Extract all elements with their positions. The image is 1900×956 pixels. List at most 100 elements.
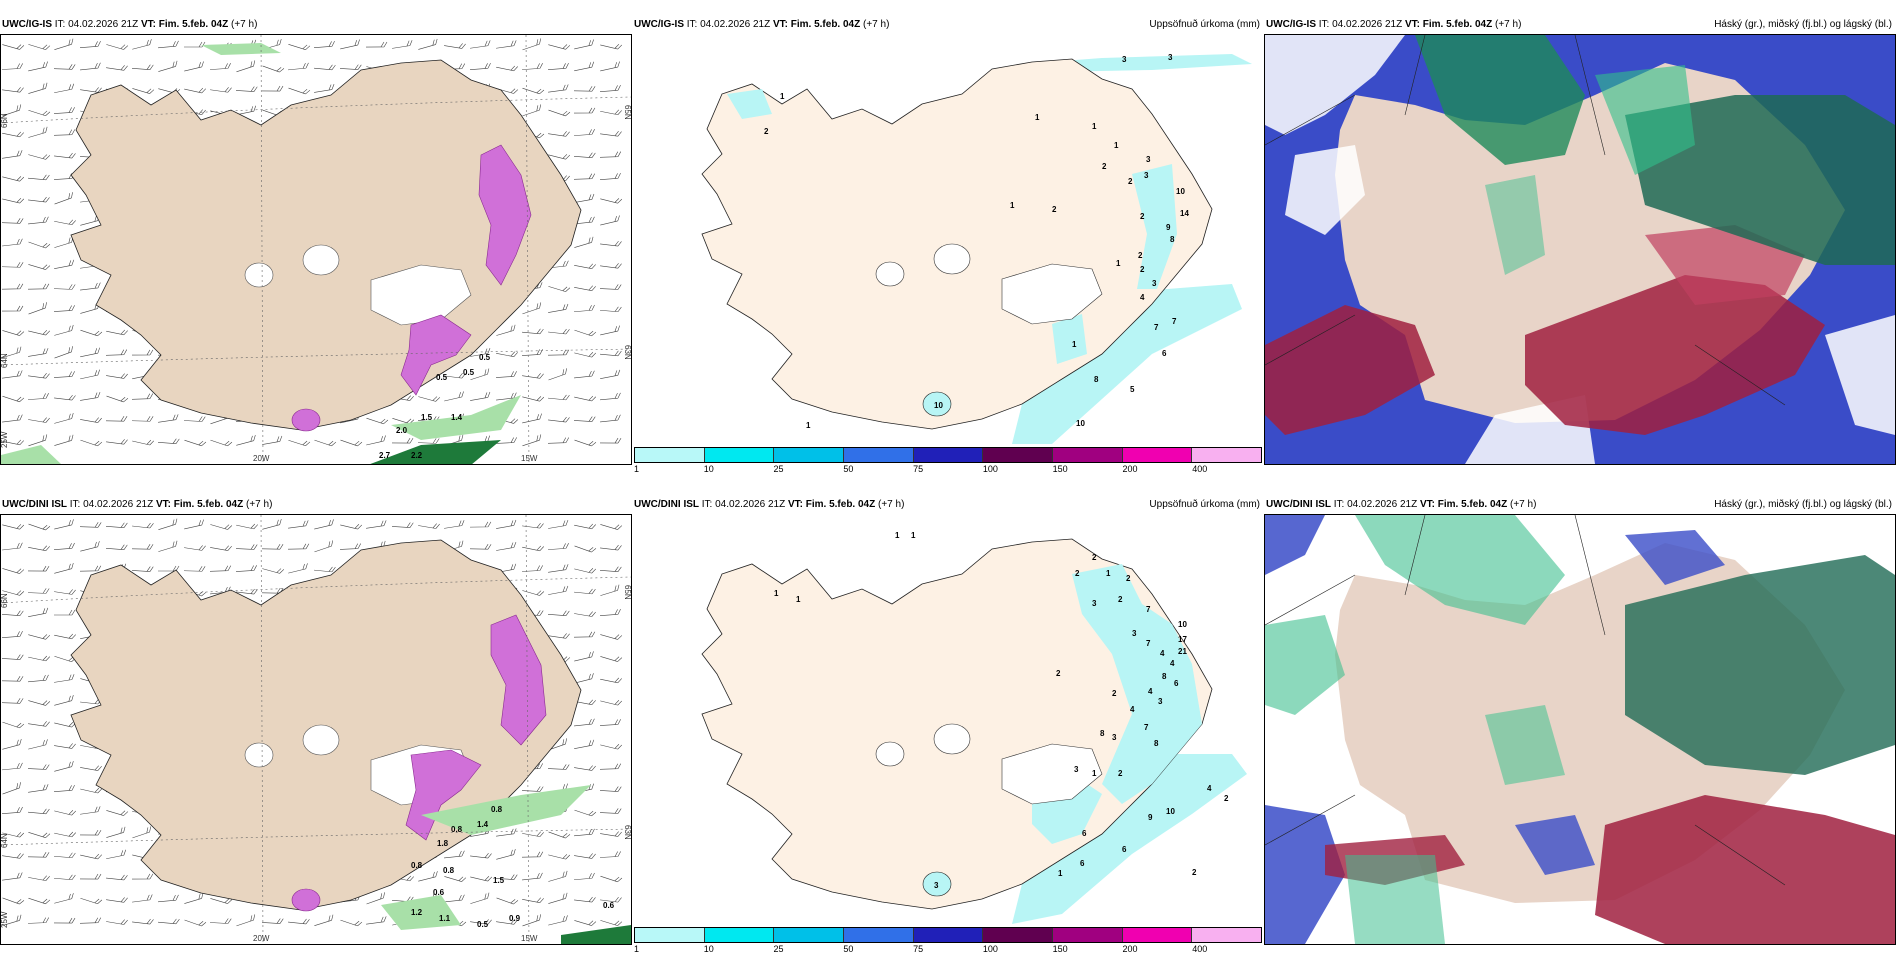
wind-barb [548, 915, 568, 926]
cloud-high-green [1595, 65, 1695, 175]
value-label: 2 [1140, 212, 1145, 221]
wind-barb [80, 347, 101, 358]
value-label: 1 [774, 589, 779, 598]
it-label: IT: [69, 499, 81, 510]
wind-barb [28, 634, 51, 640]
wind-barb [1, 218, 24, 224]
value-label: 14 [1180, 209, 1189, 218]
vt-label: VT: [140, 19, 156, 30]
wind-barb [418, 871, 438, 882]
wind-barb [2, 87, 24, 93]
wind-barb [288, 563, 308, 574]
wind-barb [548, 154, 571, 160]
wind-map: 66N 65N 64N 63N 25W 20W 15W 0.8 1.4 0.8 … [1, 515, 631, 944]
wind-barb [2, 610, 24, 616]
value-label: 1 [911, 531, 916, 540]
wind-barb [262, 435, 283, 445]
value-label: 1.5 [421, 413, 433, 422]
wind-barb [288, 87, 311, 95]
wind-barb [314, 566, 336, 573]
wind-barb [2, 370, 23, 379]
wind-barb [599, 437, 622, 444]
wind-barb [236, 588, 258, 595]
value-label: 1 [780, 92, 785, 101]
panel-title: UWC/DINI ISL IT: 04.02.2026 21Z VT: Fim.… [1266, 499, 1536, 510]
wind-barb [574, 872, 595, 881]
axis-label: 15W [521, 934, 538, 943]
wind-barb [522, 373, 544, 379]
axis-label: 25W [1, 431, 9, 448]
panel-title: UWC/DINI ISL IT: 04.02.2026 21Z VT: Fim.… [2, 499, 272, 510]
wind-barb [599, 719, 621, 726]
value-label: 6 [1122, 845, 1127, 854]
value-label: 2 [1224, 794, 1229, 803]
axis-label: 20W [253, 454, 270, 463]
colorbar-tick-label: 1 [634, 464, 640, 474]
value-label: 2 [1192, 868, 1197, 877]
wind-barb [314, 84, 335, 93]
value-label: 6 [1080, 859, 1085, 868]
wind-barb [574, 236, 594, 248]
wind-barb [1, 283, 24, 290]
model-name: UWC/DINI ISL [634, 499, 699, 510]
wind-barb [548, 610, 570, 616]
wind-barb [522, 87, 545, 95]
wind-barb [261, 543, 284, 550]
value-label: 1.8 [437, 839, 449, 848]
wind-barb [548, 44, 571, 50]
cloud-high-green [1265, 615, 1345, 715]
value-label: 1.2 [411, 908, 423, 917]
wind-barb [548, 543, 569, 550]
wind-barb [2, 439, 24, 446]
wind-barb [132, 894, 153, 903]
wind-barb [2, 197, 25, 204]
wind-barb [574, 61, 595, 72]
wind-barb [2, 176, 25, 182]
value-label: 2.0 [396, 426, 408, 435]
wind-barb [1, 676, 24, 682]
wind-barb [470, 391, 491, 401]
colorbar-swatch [983, 928, 1054, 942]
precip-green-light [421, 785, 591, 835]
wind-barb [1, 305, 24, 312]
wind-barb [54, 219, 76, 226]
wind-barb [80, 417, 102, 423]
precip-area [922, 391, 952, 417]
axis-label: 25W [1, 911, 9, 928]
value-label: 2 [764, 127, 769, 136]
wind-barb [496, 541, 517, 551]
wind-barb [106, 849, 127, 860]
wind-barb [444, 372, 466, 379]
wind-barb [496, 40, 517, 49]
value-label: 1.1 [439, 914, 451, 923]
glacier [875, 261, 905, 287]
wind-barb [288, 520, 309, 529]
wind-barb [522, 396, 545, 402]
wind-barb [28, 393, 49, 400]
wind-barb [184, 61, 204, 72]
wind-barb [158, 518, 178, 530]
it-value: 04.02.2026 21Z [68, 19, 139, 30]
wind-barb [28, 700, 51, 706]
wind-barb [236, 60, 256, 73]
wind-barb [132, 918, 154, 925]
wind-barb [574, 285, 596, 291]
precip-colorbar [634, 927, 1262, 943]
value-label: 3 [1146, 155, 1151, 164]
wind-barb [262, 65, 285, 73]
value-label: 6 [1082, 829, 1087, 838]
value-label: 3 [1168, 53, 1173, 62]
lead-time: (+7 h) [231, 19, 258, 30]
glacier [370, 264, 472, 326]
colorbar-swatch [1192, 928, 1262, 942]
precip-magenta [478, 144, 532, 286]
wind-barb [600, 44, 623, 50]
wind-barb [28, 655, 50, 662]
wind-barb [600, 677, 622, 684]
wind-barb [28, 875, 50, 881]
wind-barb [54, 412, 74, 424]
wind-barb [262, 518, 282, 530]
wind-barb [28, 241, 51, 249]
wind-barb [340, 39, 360, 50]
precip-area [1052, 314, 1087, 364]
